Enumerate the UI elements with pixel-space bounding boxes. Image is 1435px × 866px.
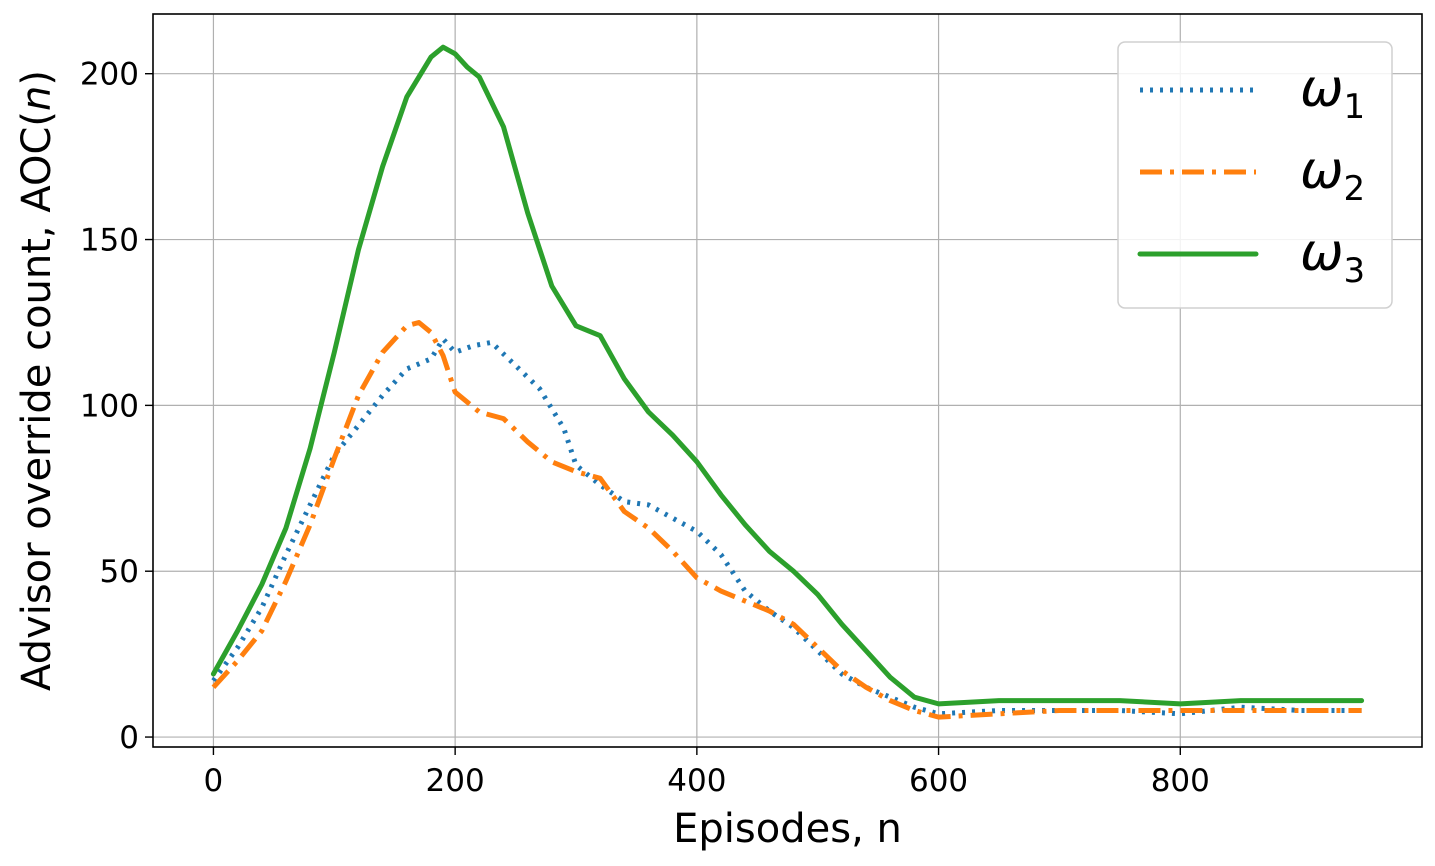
y-axis-label-suffix: )	[14, 70, 60, 86]
y-axis-label-prefix: Advisor override count, AOC(	[14, 111, 60, 691]
legend: ω1 ω2 ω3	[1117, 41, 1393, 309]
legend-label-3: ω3	[1300, 223, 1365, 291]
axis-ticks: 0 200 400 600 800 0 50 100 150 200	[80, 57, 1210, 799]
x-axis-label: Episodes, n	[673, 806, 902, 852]
y-tick-label: 150	[80, 223, 139, 259]
x-tick-label: 400	[667, 763, 726, 799]
legend-label-2: ω2	[1300, 141, 1365, 209]
legend-box	[1117, 41, 1393, 309]
y-tick-label: 50	[100, 554, 139, 590]
x-tick-label: 600	[909, 763, 968, 799]
x-tick-label: 200	[426, 763, 485, 799]
series-line-2	[211, 320, 1362, 720]
series-layer	[210, 44, 1365, 720]
series-line-3	[210, 44, 1365, 707]
x-tick-label: 800	[1151, 763, 1210, 799]
y-axis-label-variable: n	[14, 86, 60, 111]
x-tick-label: 0	[204, 763, 224, 799]
y-tick-label: 100	[80, 388, 139, 424]
y-axis-label: Advisor override count, AOC(n)	[14, 70, 60, 691]
y-tick-label: 200	[80, 57, 139, 93]
legend-label-1: ω1	[1300, 59, 1365, 127]
plot-frame	[152, 13, 1423, 748]
y-tick-label: 0	[119, 720, 139, 756]
